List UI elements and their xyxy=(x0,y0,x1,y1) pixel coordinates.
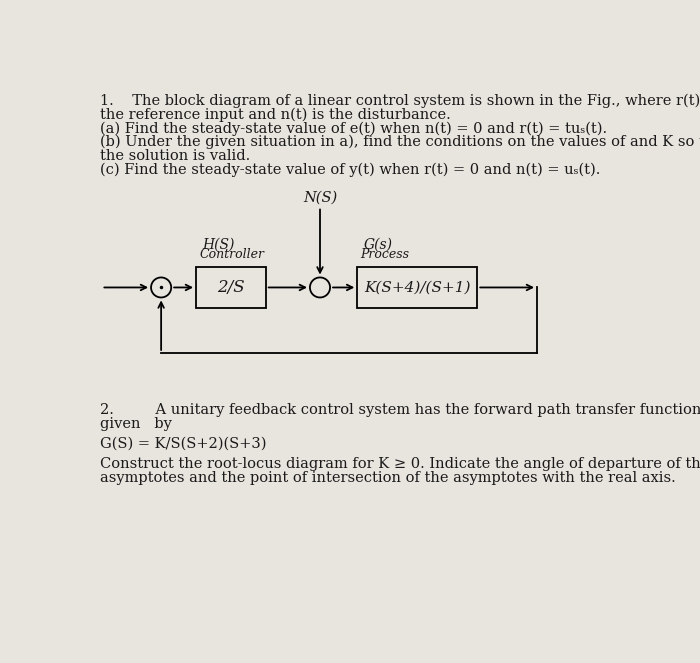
Text: H(S): H(S) xyxy=(202,237,234,251)
Text: the reference input and n(t) is the disturbance.: the reference input and n(t) is the dist… xyxy=(100,107,451,122)
Text: 1.    The block diagram of a linear control system is shown in the Fig., where r: 1. The block diagram of a linear control… xyxy=(100,93,700,108)
Circle shape xyxy=(151,277,172,298)
Text: (c) Find the steady-state value of y(t) when r(t) = 0 and n(t) = uₛ(t).: (c) Find the steady-state value of y(t) … xyxy=(100,162,601,177)
Text: 2.         A unitary feedback control system has the forward path transfer funct: 2. A unitary feedback control system has… xyxy=(100,403,700,417)
Text: the solution is valid.: the solution is valid. xyxy=(100,149,250,163)
Text: N(S): N(S) xyxy=(303,191,337,205)
Text: given   by: given by xyxy=(100,417,172,431)
Circle shape xyxy=(310,277,330,298)
Text: K(S+4)/(S+1): K(S+4)/(S+1) xyxy=(364,280,470,294)
Text: (a) Find the steady-state value of e(t) when n(t) = 0 and r(t) = tuₛ(t).: (a) Find the steady-state value of e(t) … xyxy=(100,121,607,135)
Text: Construct the root-locus diagram for K ≥ 0. Indicate the angle of departure of t: Construct the root-locus diagram for K ≥… xyxy=(100,457,700,471)
Text: asymptotes and the point of intersection of the asymptotes with the real axis.: asymptotes and the point of intersection… xyxy=(100,471,676,485)
Bar xyxy=(196,267,266,308)
Bar xyxy=(357,267,477,308)
Text: (b) Under the given situation in a), find the conditions on the values of and K : (b) Under the given situation in a), fin… xyxy=(100,135,700,149)
Text: Controller: Controller xyxy=(199,248,264,261)
Text: G(s): G(s) xyxy=(363,237,393,251)
Text: Process: Process xyxy=(360,248,409,261)
Text: 2/S: 2/S xyxy=(217,279,245,296)
Text: G(S) = K/S(S+2)(S+3): G(S) = K/S(S+2)(S+3) xyxy=(100,437,267,451)
